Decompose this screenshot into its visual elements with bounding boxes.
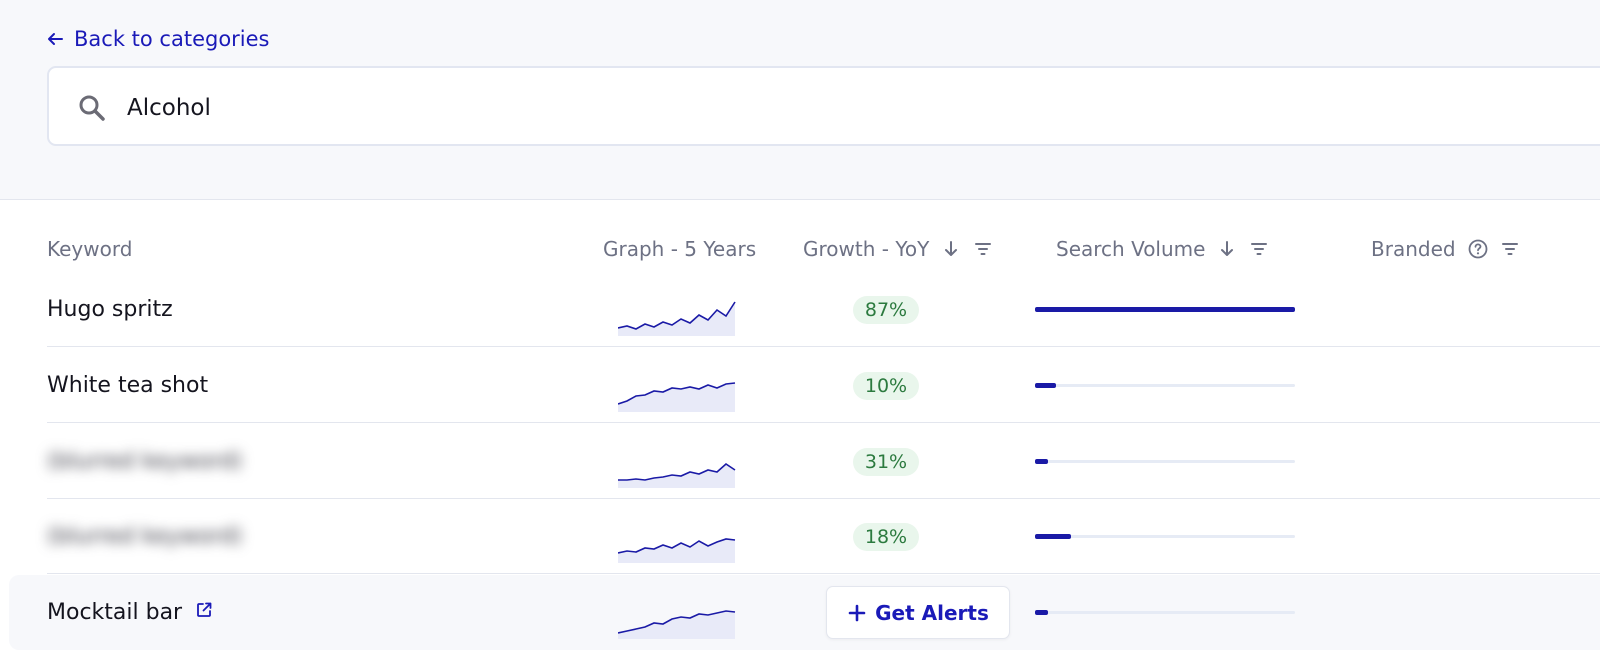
search-input[interactable] <box>125 86 1029 130</box>
growth-badge: 18% <box>853 523 919 551</box>
search-volume-fill <box>1035 459 1048 464</box>
arrow-left-icon <box>48 33 63 45</box>
get-alerts-button[interactable]: Get Alerts <box>826 586 1010 639</box>
table-row[interactable]: Mocktail bar Get Alerts <box>9 575 1600 650</box>
keyword-cell[interactable]: (blurred keyword) <box>47 424 243 499</box>
help-circle-icon[interactable] <box>1468 239 1488 259</box>
keyword-cell[interactable]: Hugo spritz <box>47 272 173 347</box>
trend-sparkline <box>618 382 736 412</box>
search-volume-fill <box>1035 307 1295 312</box>
filter-icon[interactable] <box>973 239 993 259</box>
sparkline-line <box>618 538 736 554</box>
keyword-text: (blurred keyword) <box>47 449 243 474</box>
keyword-text: Hugo spritz <box>47 297 173 322</box>
column-header-branded[interactable]: Branded <box>1371 234 1520 264</box>
trend-sparkline <box>618 538 736 563</box>
search-volume-fill <box>1035 610 1048 615</box>
filter-icon[interactable] <box>1500 239 1520 259</box>
sparkline-line <box>618 382 736 405</box>
search-icon <box>79 95 105 121</box>
sparkline-line <box>618 462 736 481</box>
sparkline-line <box>618 301 736 330</box>
search-volume-fill <box>1035 383 1056 388</box>
search-volume-bar <box>1035 459 1295 464</box>
keyword-cell[interactable]: Mocktail bar <box>47 575 214 650</box>
search-volume-bar <box>1035 383 1295 388</box>
table-row[interactable]: White tea shot 10% <box>47 348 1600 423</box>
growth-badge: 10% <box>853 372 919 400</box>
keyword-cell[interactable]: White tea shot <box>47 348 208 423</box>
table-row[interactable]: Hugo spritz 87% <box>47 272 1600 347</box>
growth-badge: 31% <box>853 448 919 476</box>
growth-badge: 87% <box>853 296 919 324</box>
column-header-search-volume[interactable]: Search Volume <box>1056 234 1269 264</box>
keyword-text: White tea shot <box>47 373 209 398</box>
table-row[interactable]: (blurred keyword) 31% <box>47 424 1600 499</box>
column-header-graph: Graph - 5 Years <box>603 237 757 261</box>
trend-sparkline <box>618 301 736 336</box>
back-to-categories-link[interactable]: Back to categories <box>45 24 270 54</box>
search-volume-bar <box>1035 307 1295 312</box>
table-row[interactable]: (blurred keyword) 18% <box>47 499 1600 574</box>
get-alerts-label: Get Alerts <box>875 600 989 625</box>
sparkline-area <box>618 383 735 412</box>
sparkline-line <box>618 610 736 634</box>
column-header-keyword: Keyword <box>47 237 133 261</box>
keyword-text: (blurred keyword) <box>47 524 243 549</box>
search-volume-bar <box>1035 534 1295 539</box>
search-volume-bar <box>1035 610 1295 615</box>
trend-sparkline <box>618 462 736 488</box>
trend-sparkline <box>618 610 736 639</box>
sparkline-area <box>618 302 735 336</box>
sparkline-area <box>618 611 735 639</box>
search-box[interactable] <box>47 66 1600 146</box>
column-header-growth[interactable]: Growth - YoY <box>803 234 993 264</box>
back-link-label: Back to categories <box>74 27 270 51</box>
external-link-icon[interactable] <box>194 600 214 626</box>
plus-icon <box>848 604 866 621</box>
search-volume-fill <box>1035 534 1072 539</box>
top-area: Back to categories <box>0 0 1600 200</box>
sort-down-icon[interactable] <box>1217 239 1237 259</box>
keyword-cell[interactable]: (blurred keyword) <box>47 499 243 574</box>
keyword-text: Mocktail bar <box>47 600 183 625</box>
filter-icon[interactable] <box>1249 239 1269 259</box>
sort-down-icon[interactable] <box>941 239 961 259</box>
